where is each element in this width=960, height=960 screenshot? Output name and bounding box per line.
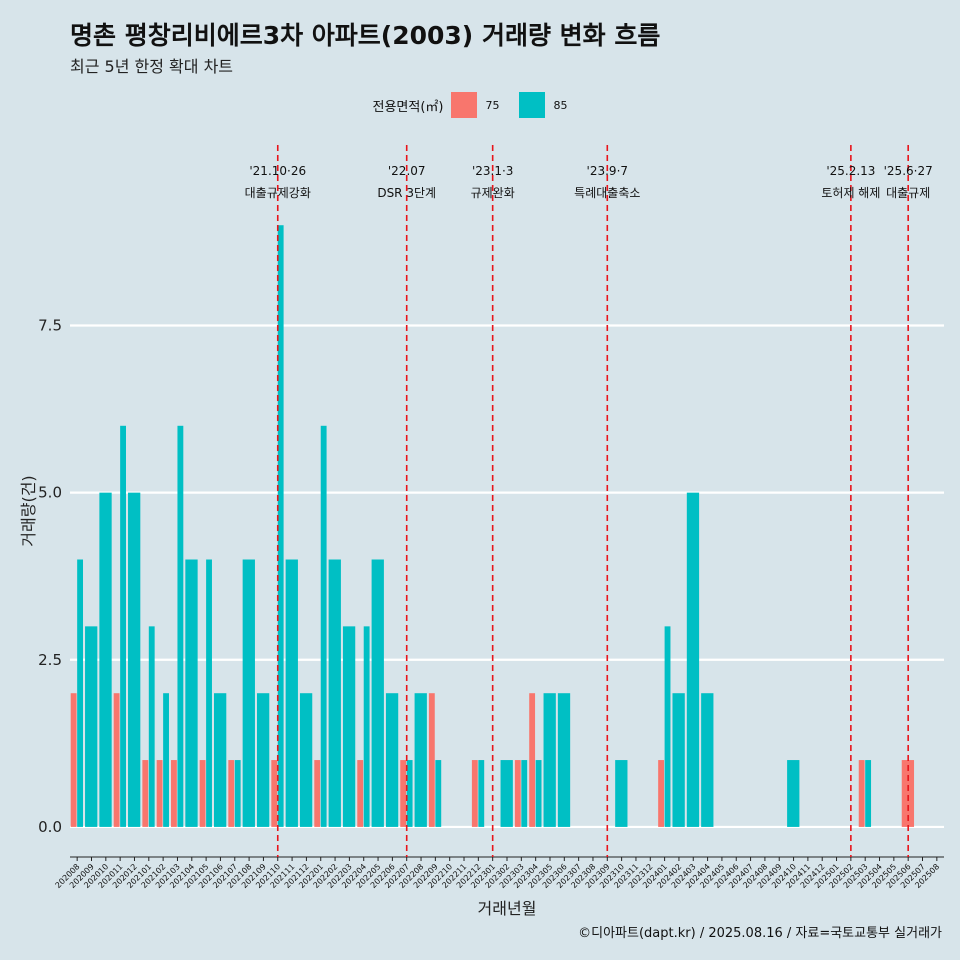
event-date-202502: '25.2.13 [826,164,875,178]
bar-85-202010 [99,492,112,827]
bar-75-202503 [858,760,865,827]
bar-85-202212 [478,760,485,827]
y-axis-title: 거래량(건) [19,475,38,546]
bar-75-202008 [70,693,77,827]
bar-75-202209 [428,693,435,827]
event-date-202506: '25.6·27 [884,164,933,178]
event-date-202110: '21.10·26 [249,164,306,178]
bar-85-202209 [435,760,442,827]
bar-85-202202 [328,559,341,827]
event-label-202207: DSR 3단계 [377,186,436,200]
bar-85-202403 [686,492,700,827]
event-label-202309: 특례대출축소 [574,186,640,200]
bar-85-202304 [535,760,542,827]
bar-85-202402 [672,693,685,827]
bar-85-202108 [242,559,255,827]
bar-85-202206 [385,693,399,827]
bar-85-202204 [363,626,370,827]
bar-85-202101 [148,626,155,827]
bar-85-202306 [557,693,571,827]
y-tick-label: 0.0 [38,818,62,836]
bar-75-202506 [901,760,915,827]
bar-75-202107 [228,760,235,827]
chart-subtitle: 최근 5년 한정 확대 차트 [70,57,234,76]
event-date-202207: '22.07 [388,164,426,178]
y-tick-label: 2.5 [38,651,62,669]
bar-85-202303 [521,760,528,827]
legend: 전용면적(㎡) 75 85 [0,92,960,118]
bar-85-202009 [85,626,98,827]
bar-85-202410 [787,760,800,827]
bar-85-202106 [213,693,227,827]
legend-key-85 [519,92,546,118]
bar-75-202103 [171,760,177,827]
credit-text: ©디아파트(dapt.kr) / 2025.08.16 / 자료=국토교통부 실… [578,926,942,941]
bar-75-202303 [514,760,521,827]
legend-label-75: 75 [485,98,500,112]
bar-85-202305 [543,693,556,827]
bar-85-202111 [285,559,298,827]
bar-75-202102 [156,760,163,827]
bar-85-202008 [77,559,84,827]
bar-85-202401 [664,626,671,827]
bar-85-202012 [128,492,141,827]
bar-75-202105 [199,760,206,827]
bar-75-202011 [113,693,120,827]
bar-85-202404 [701,693,714,827]
bar-85-202207 [406,760,413,827]
bar-75-202401 [658,760,665,827]
bar-75-202212 [471,760,478,827]
bar-85-202109 [256,693,270,827]
bar-85-202112 [299,693,313,827]
bar-85-202103 [177,425,184,827]
bar-85-202203 [342,626,356,827]
bar-85-202310 [615,760,628,827]
bar-75-202207 [400,760,407,827]
chart-title: 명촌 평창리비에르3차 아파트(2003) 거래량 변화 흐름 [70,21,661,50]
event-label-202502: 토허제 해제 [821,186,880,200]
bar-75-202201 [314,760,321,827]
bar-85-202104 [185,559,198,827]
x-axis-title: 거래년월 [478,899,537,918]
bar-85-202102 [163,693,169,827]
bar-85-202503 [865,760,872,827]
event-label-202506: 대출규제 [886,186,930,200]
legend-label-85: 85 [553,98,568,112]
bar-85-202205 [371,559,384,827]
y-tick-label: 7.5 [38,317,62,335]
bar-85-202110 [277,225,284,827]
legend-title: 전용면적(㎡) [372,99,444,115]
bar-75-202204 [357,760,364,827]
bar-85-202302 [500,760,513,827]
event-date-202309: '23.9·7 [587,164,628,178]
bar-75-202110 [271,760,278,827]
legend-key-75 [451,92,478,118]
bar-85-202011 [120,425,126,827]
y-tick-label: 5.0 [38,484,62,502]
bar-75-202304 [529,693,536,827]
bar-85-202107 [234,760,241,827]
event-label-202301: 규제완화 [471,186,515,200]
bar-75-202101 [142,760,149,827]
bar-85-202201 [320,425,327,827]
event-date-202301: '23.1·3 [472,164,513,178]
bar-85-202105 [206,559,212,827]
event-label-202110: 대출규제강화 [245,186,311,200]
bar-85-202208 [414,693,427,827]
